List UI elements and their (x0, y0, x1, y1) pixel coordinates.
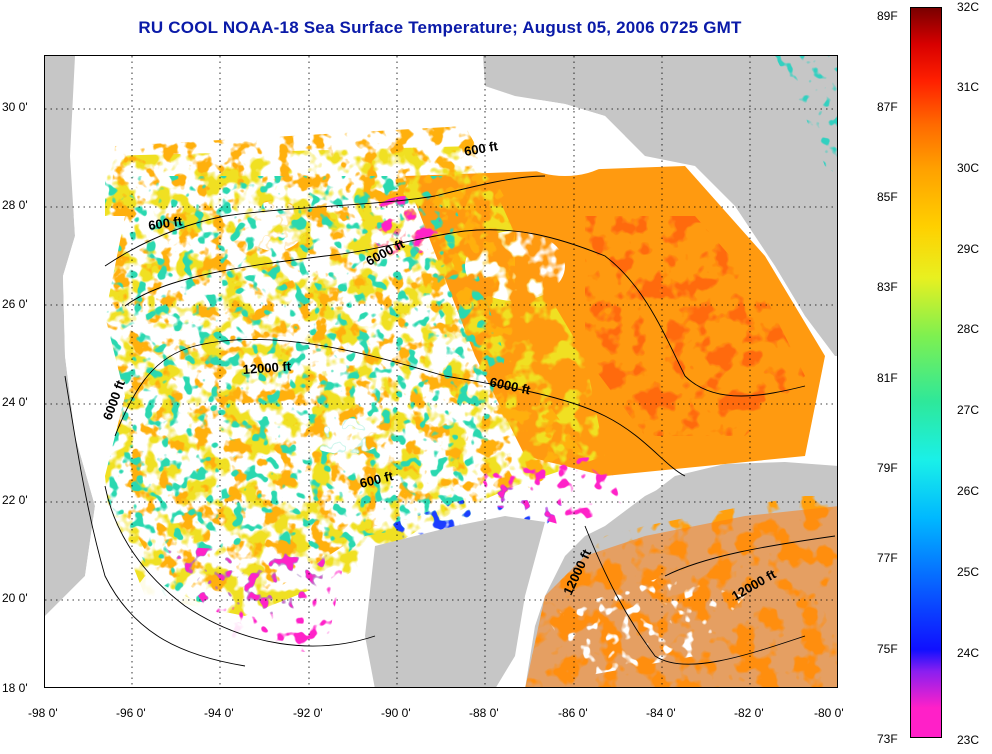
contour-label: 600 ft (463, 138, 500, 159)
colorbar-f-label: 87F (877, 100, 898, 114)
lon-label: -98 0' (28, 706, 58, 720)
colorbar-f-label: 83F (877, 280, 898, 294)
colorbar-c-label: 30C (957, 161, 980, 175)
colorbar-c-label: 32C (957, 0, 980, 14)
colorbar-c-label: 31C (957, 80, 980, 94)
colorbar-c-label: 28C (957, 322, 980, 336)
lat-label: 24 0' (2, 395, 28, 409)
sst-map[interactable]: 600 ft 600 ft 6000 ft 12000 ft 6000 ft 6… (44, 55, 838, 688)
colorbar-f-label: 73F (877, 732, 898, 746)
colorbar-f-label: 77F (877, 551, 898, 565)
colorbar-f-label: 75F (877, 642, 898, 656)
lon-label: -84 0' (646, 706, 676, 720)
lon-label: -90 0' (381, 706, 411, 720)
lon-label: -92 0' (293, 706, 323, 720)
colorbar-c-label: 26C (957, 484, 980, 498)
lon-label: -80 0' (814, 706, 844, 720)
lat-label: 26 0' (2, 297, 28, 311)
map-canvas: 600 ft 600 ft 6000 ft 12000 ft 6000 ft 6… (45, 56, 837, 687)
colorbar-f-label: 85F (877, 190, 898, 204)
lat-label: 28 0' (2, 198, 28, 212)
cuba-land (641, 462, 837, 522)
bathymetry-contours (64, 175, 836, 667)
colorbar-c-label: 27C (957, 403, 980, 417)
contour-label: 12000 ft (242, 359, 292, 377)
graticule (45, 56, 837, 687)
colorbar-c-label: 29C (957, 242, 980, 256)
colorbar-c-label: 23C (957, 733, 980, 747)
lat-label: 20 0' (2, 591, 28, 605)
yucatan-land (365, 516, 545, 687)
caribbean-water (525, 496, 837, 687)
lon-label: -94 0' (204, 706, 234, 720)
lat-label: 22 0' (2, 493, 28, 507)
colorbar-c-label: 24C (957, 646, 980, 660)
colorbar-c-label: 25C (957, 565, 980, 579)
colorbar-f-label: 79F (877, 461, 898, 475)
lon-label: -86 0' (558, 706, 588, 720)
lon-label: -96 0' (116, 706, 146, 720)
colorbar-f-label: 89F (877, 9, 898, 23)
lat-label: 30 0' (2, 100, 28, 114)
map-title: RU COOL NOAA-18 Sea Surface Temperature;… (138, 18, 742, 37)
colorbar-f-label: 81F (877, 371, 898, 385)
contour-label: 600 ft (147, 213, 183, 233)
lon-label: -88 0' (469, 706, 499, 720)
temperature-colorbar (910, 7, 942, 738)
lat-label: 18 0' (2, 681, 28, 695)
lon-label: -82 0' (734, 706, 764, 720)
